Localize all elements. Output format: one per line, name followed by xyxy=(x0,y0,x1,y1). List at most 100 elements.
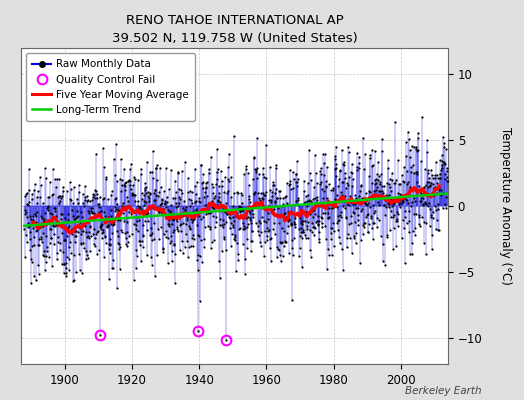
Point xyxy=(275,188,283,195)
Point xyxy=(222,337,230,344)
Point xyxy=(329,185,337,191)
Point xyxy=(204,209,213,216)
Point xyxy=(234,205,242,212)
Point xyxy=(172,200,181,206)
Point xyxy=(220,236,228,243)
Point xyxy=(168,221,176,227)
Point xyxy=(313,218,321,224)
Point xyxy=(20,207,29,214)
Point xyxy=(136,238,145,244)
Point xyxy=(76,267,84,273)
Point xyxy=(283,180,291,186)
Point xyxy=(300,200,308,206)
Point xyxy=(239,226,247,232)
Point xyxy=(133,217,141,224)
Point xyxy=(341,175,350,181)
Point xyxy=(36,212,45,219)
Point xyxy=(242,215,250,221)
Point xyxy=(221,200,230,206)
Point xyxy=(127,161,135,168)
Point xyxy=(364,228,373,235)
Point xyxy=(215,199,224,205)
Point xyxy=(245,208,254,214)
Point xyxy=(147,232,155,238)
Point xyxy=(121,186,129,193)
Point xyxy=(32,228,40,235)
Point xyxy=(30,181,39,188)
Point xyxy=(95,209,103,216)
Point xyxy=(410,198,419,204)
Point xyxy=(415,214,423,220)
Point xyxy=(227,220,236,226)
Point xyxy=(425,182,434,188)
Point xyxy=(98,230,106,237)
Point xyxy=(259,196,267,202)
Point xyxy=(264,210,272,216)
Point xyxy=(119,165,128,172)
Point xyxy=(383,180,391,186)
Point xyxy=(201,224,210,230)
Point xyxy=(168,216,177,222)
Point xyxy=(392,195,401,201)
Point xyxy=(258,194,266,201)
Point xyxy=(112,140,121,147)
Point xyxy=(154,192,162,199)
Point xyxy=(400,164,408,170)
Point xyxy=(235,207,243,213)
Point xyxy=(274,246,282,253)
Point xyxy=(245,217,254,224)
Point xyxy=(269,182,278,188)
Point xyxy=(231,232,239,238)
Point xyxy=(360,224,368,230)
Point xyxy=(226,225,234,231)
Point xyxy=(132,222,140,228)
Point xyxy=(73,196,81,202)
Point xyxy=(383,194,391,201)
Point xyxy=(301,199,310,206)
Point xyxy=(252,204,260,210)
Point xyxy=(36,224,44,230)
Point xyxy=(232,213,240,219)
Point xyxy=(40,267,49,274)
Point xyxy=(265,226,274,233)
Point xyxy=(22,231,30,238)
Point xyxy=(150,272,159,279)
Point xyxy=(371,181,379,188)
Point xyxy=(260,174,268,180)
Point xyxy=(142,198,150,205)
Point xyxy=(253,165,261,172)
Point xyxy=(125,203,133,210)
Point xyxy=(255,195,264,201)
Point xyxy=(123,194,131,200)
Point xyxy=(430,175,439,182)
Point xyxy=(410,211,419,217)
Point xyxy=(168,248,176,254)
Point xyxy=(183,212,191,218)
Point xyxy=(370,208,379,214)
Point xyxy=(297,225,305,231)
Point xyxy=(107,188,116,194)
Point xyxy=(339,267,347,273)
Point xyxy=(51,176,59,182)
Point xyxy=(176,211,184,217)
Point xyxy=(71,215,80,221)
Point xyxy=(326,225,335,231)
Point xyxy=(139,198,148,204)
Point xyxy=(393,218,401,225)
Point xyxy=(256,197,264,203)
Point xyxy=(269,206,278,212)
Point xyxy=(410,170,418,177)
Point xyxy=(210,194,218,201)
Point xyxy=(311,225,320,232)
Point xyxy=(391,180,399,186)
Point xyxy=(422,149,431,155)
Point xyxy=(20,225,28,232)
Point xyxy=(34,262,42,268)
Point xyxy=(103,223,112,230)
Point xyxy=(273,243,281,250)
Point xyxy=(94,211,102,217)
Point xyxy=(289,252,297,258)
Point xyxy=(60,270,68,276)
Point xyxy=(247,220,256,226)
Point xyxy=(241,256,249,262)
